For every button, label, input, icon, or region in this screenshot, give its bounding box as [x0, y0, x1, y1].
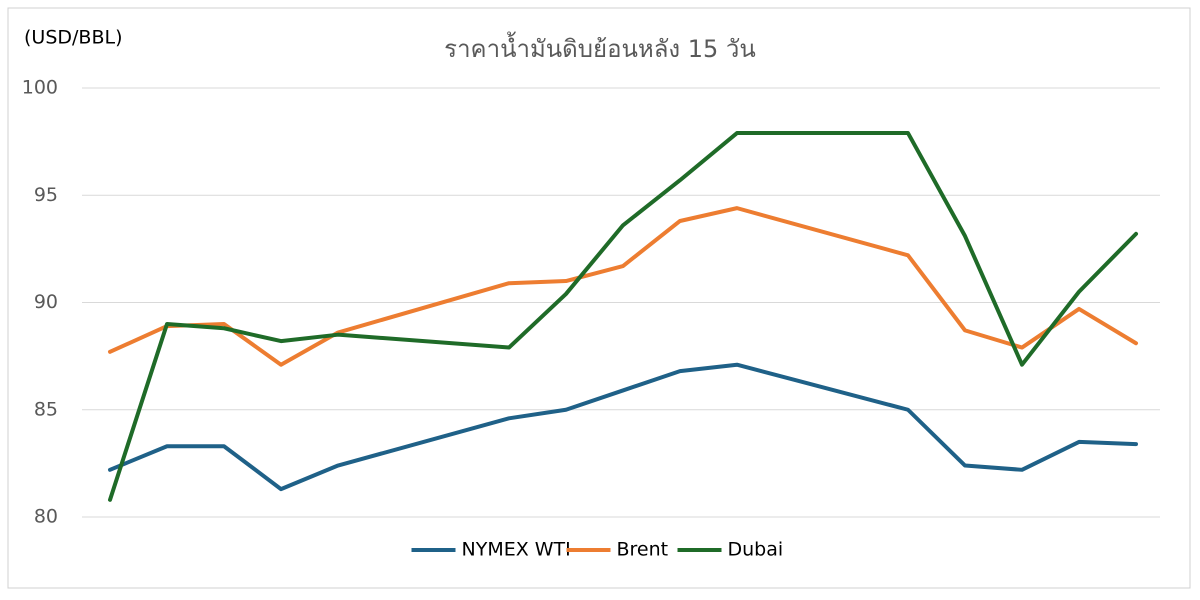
- y-tick-label: 90: [34, 291, 58, 313]
- y-tick-label: 85: [34, 398, 58, 420]
- legend-label: NYMEX WTI: [462, 539, 571, 561]
- line-series: [108, 206, 1138, 367]
- line-series: [108, 131, 1138, 502]
- chart-border: [7, 7, 1191, 589]
- line-series: [108, 362, 1138, 492]
- y-tick-label: 80: [34, 506, 58, 528]
- legend-label: Dubai: [728, 539, 784, 561]
- y-axis-label: (USD/BBL): [24, 27, 122, 49]
- y-tick-label: 95: [34, 184, 58, 206]
- legend-label: Brent: [617, 539, 669, 561]
- y-tick-label: 100: [22, 77, 58, 99]
- chart-title: ราคาน้ำมันดิบย้อนหลัง 15 วัน: [444, 31, 756, 63]
